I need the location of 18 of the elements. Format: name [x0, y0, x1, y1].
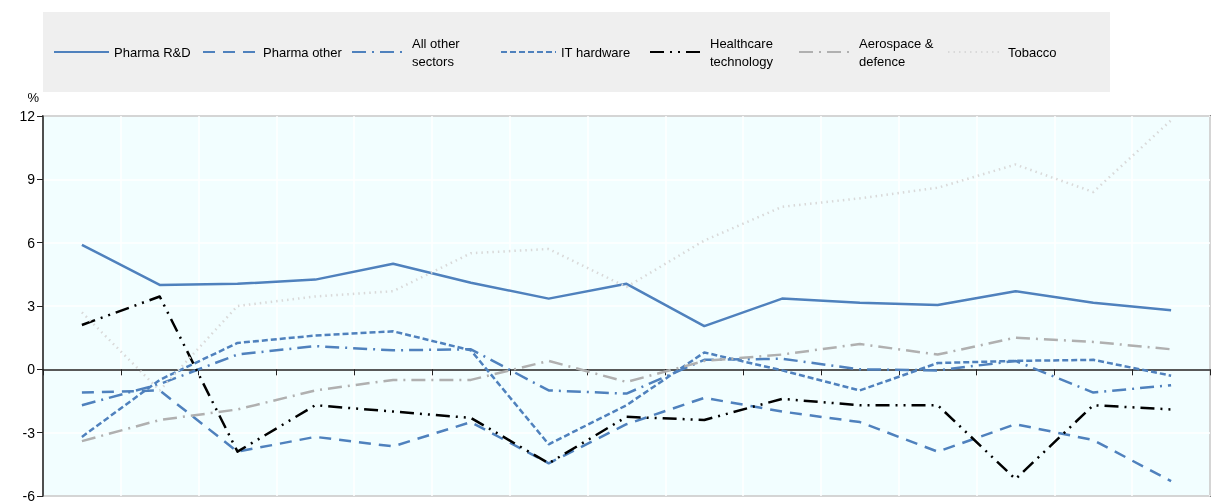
y-tick-label: 3: [27, 298, 36, 314]
y-tick-label: 9: [27, 171, 36, 188]
line-series: [80, 118, 1173, 392]
y-axis-title: %: [27, 90, 40, 105]
y-tick-label: 0: [27, 361, 36, 378]
legend-label: Pharma R&D: [114, 44, 191, 60]
legend-label: Tobacco: [1008, 44, 1057, 60]
line-series: [80, 243, 1173, 328]
y-tick-label: -3: [22, 424, 36, 441]
legend-label: Pharma other: [263, 44, 343, 60]
legend-label: Healthcare technology: [710, 35, 777, 69]
legend-label: IT hardware: [561, 44, 631, 60]
y-tick-label: -6: [22, 488, 36, 504]
legend-label: Aerospace & defence: [859, 35, 938, 69]
line-series: [80, 295, 1173, 481]
legend-label: All other sectors: [412, 35, 464, 69]
y-tick-label: 6: [27, 234, 36, 251]
y-tick-label: 12: [19, 108, 36, 124]
